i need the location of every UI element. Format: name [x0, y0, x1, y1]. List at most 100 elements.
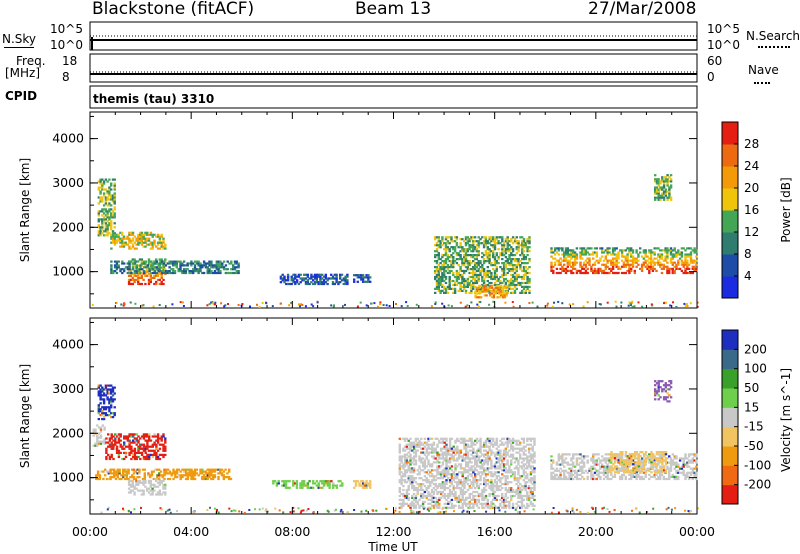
velocity-cell	[414, 504, 418, 507]
velocity-cell	[511, 455, 515, 458]
power-cell	[671, 257, 674, 260]
power-cell	[664, 188, 667, 191]
velocity-cell	[519, 500, 522, 503]
velocity-cell	[432, 487, 436, 490]
velocity-cell	[475, 461, 479, 464]
velocity-cell	[445, 457, 448, 460]
power-cell	[292, 279, 295, 282]
velocity-cell	[123, 447, 126, 450]
power-cell	[319, 277, 322, 280]
power-cell	[564, 247, 568, 250]
velocity-cell	[501, 477, 504, 480]
velocity-cell	[361, 484, 365, 487]
velocity-cell	[423, 506, 427, 509]
velocity-cell	[326, 482, 329, 485]
velocity-cell	[105, 470, 109, 473]
power-cell	[689, 251, 693, 254]
velocity-cell	[110, 388, 113, 391]
velocity-cell	[550, 471, 553, 474]
velocity-cell	[121, 447, 124, 450]
power-cell	[608, 267, 611, 270]
power-cell	[101, 232, 104, 235]
velocity-cell	[454, 439, 457, 442]
velocity-cell	[423, 490, 427, 494]
power-cell	[292, 281, 295, 284]
power-cell	[455, 273, 459, 277]
power-cell	[501, 250, 504, 253]
velocity-cell	[493, 455, 497, 458]
power-cell	[146, 274, 149, 277]
power-cell	[453, 289, 457, 292]
velocity-cell	[222, 474, 225, 477]
velocity-cell	[105, 477, 109, 481]
power-cell	[648, 257, 651, 260]
velocity-cell	[475, 451, 479, 454]
velocity-cell	[168, 470, 172, 473]
velocity-cell	[411, 475, 414, 478]
power-cell	[495, 275, 498, 279]
power-cell	[144, 272, 147, 275]
velocity-cell	[517, 479, 520, 482]
power-cell	[435, 279, 439, 283]
power-cell	[575, 261, 579, 264]
power-cell	[444, 236, 448, 239]
power-cell	[468, 244, 471, 247]
velocity-cell	[122, 468, 125, 471]
power-cell	[528, 258, 531, 261]
power-cell	[486, 273, 489, 277]
velocity-cell	[448, 506, 452, 509]
power-cell	[492, 236, 495, 239]
velocity-cell	[398, 463, 401, 466]
power-cell	[108, 198, 111, 201]
power-noise-cell	[356, 305, 359, 308]
velocity-cell	[497, 506, 500, 509]
velocity-cell	[511, 457, 515, 460]
power-cell	[510, 277, 513, 281]
power-noise-cell	[696, 305, 699, 308]
velocity-cell	[526, 437, 529, 440]
power-cell	[443, 291, 446, 294]
velocity-cell	[129, 483, 133, 486]
velocity-cell	[193, 474, 197, 477]
power-cell	[557, 249, 560, 252]
velocity-cell	[301, 484, 304, 487]
power-cell	[669, 257, 673, 260]
power-cell	[617, 253, 620, 256]
power-cell	[506, 248, 509, 251]
power-cell	[657, 190, 660, 193]
power-cell	[678, 253, 682, 256]
power-cell	[502, 262, 506, 265]
velocity-cell	[101, 386, 104, 389]
power-cell	[472, 260, 475, 263]
power-cell	[570, 253, 573, 256]
velocity-cell	[160, 439, 163, 442]
power-cell	[522, 269, 526, 273]
velocity-cell	[153, 435, 156, 438]
power-cell	[619, 249, 622, 252]
power-cell	[664, 247, 667, 250]
power-cell	[606, 271, 609, 275]
power-noise-cell	[572, 303, 575, 306]
power-cell	[162, 266, 166, 269]
power-cell	[550, 255, 553, 258]
power-cell	[511, 291, 515, 294]
power-cell	[473, 258, 477, 261]
power-cell	[615, 247, 618, 250]
velocity-cell	[468, 479, 471, 482]
velocity-cell	[414, 461, 418, 464]
power-cell	[281, 277, 284, 280]
velocity-cell	[486, 457, 489, 460]
velocity-cell	[461, 439, 464, 442]
power-cell	[487, 286, 490, 289]
velocity-cell	[310, 486, 313, 489]
power-cell	[455, 236, 459, 239]
power-cell	[501, 296, 505, 299]
velocity-cell	[409, 449, 412, 452]
power-cell	[493, 242, 497, 245]
power-cell	[333, 282, 336, 286]
power-noise-cell	[237, 304, 240, 306]
power-cell	[461, 269, 464, 273]
power-cell	[660, 257, 664, 260]
velocity-cell	[112, 443, 115, 446]
velocity-cell	[517, 463, 520, 466]
